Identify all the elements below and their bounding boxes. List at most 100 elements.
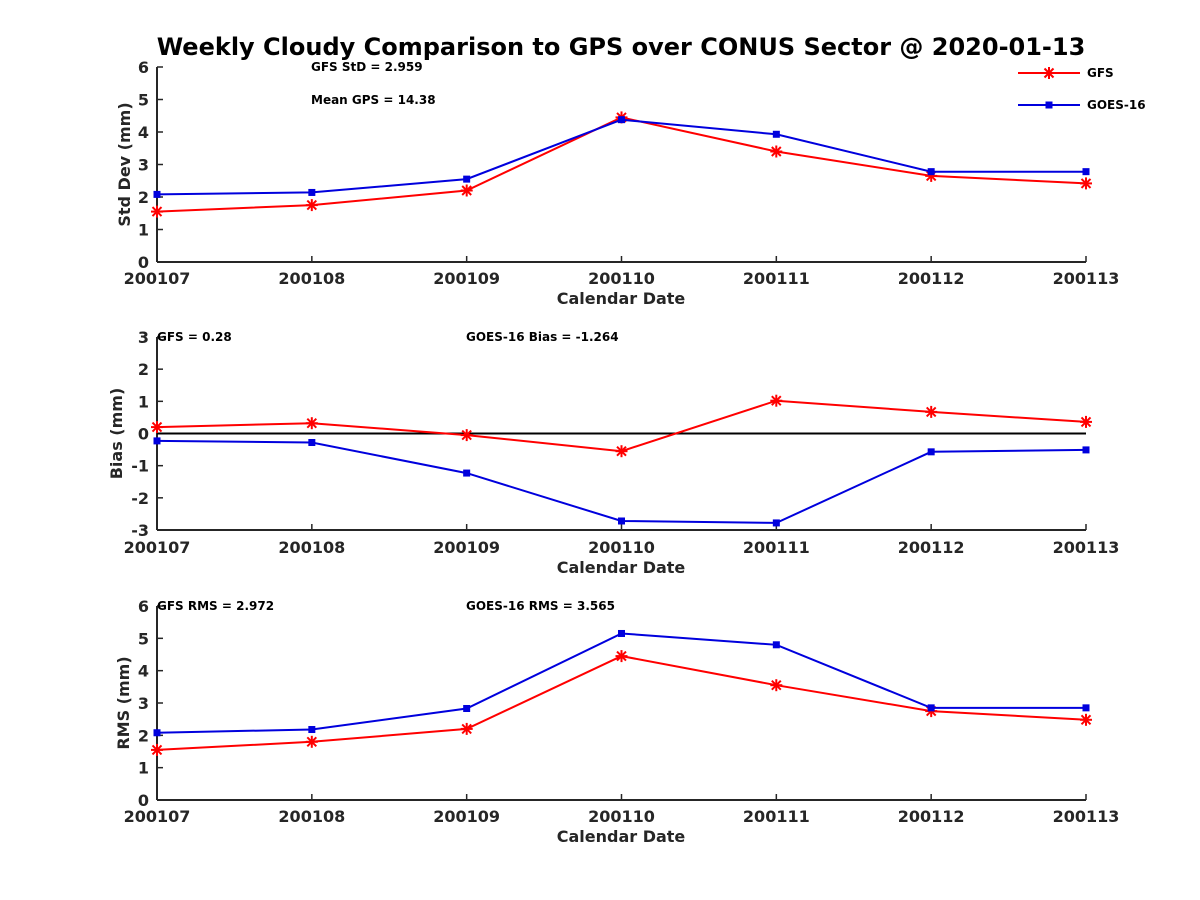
std-y-tick-label: 4 (138, 123, 149, 142)
std-goes-point (927, 168, 935, 176)
rms-x-tick-label: 200108 (278, 807, 345, 826)
std-goes-line (156, 118, 1086, 196)
rms-gfs-point (460, 722, 473, 735)
std-y-axis-label: Std Dev (mm) (115, 102, 134, 226)
bias-goes-point (1082, 446, 1090, 454)
std-y-tick-label: 6 (138, 58, 149, 77)
rms-annotation: GFS RMS = 2.972 (157, 599, 274, 613)
bias-x-axis-label: Calendar Date (557, 558, 686, 577)
rms-annotation: GOES-16 RMS = 3.565 (466, 599, 615, 613)
bias-goes-point (463, 469, 471, 477)
bias-gfs-point (1080, 415, 1092, 428)
bias-x-tick-label: 200107 (124, 538, 191, 557)
std-x-tick-label: 200113 (1053, 269, 1120, 288)
rms-gfs-line (156, 655, 1087, 751)
std-goes-point (618, 116, 625, 124)
std-x-tick-label: 200109 (433, 269, 500, 288)
std-goes-point (772, 130, 780, 138)
bias-annotation: GOES-16 Bias = -1.264 (466, 330, 619, 344)
rms-y-tick-label: 6 (138, 597, 149, 616)
std-gfs-point (460, 184, 473, 197)
rms-y-tick-label: 3 (138, 694, 149, 713)
bias-x-tick-label: 200112 (898, 538, 965, 557)
bias-y-tick-label: 0 (138, 425, 149, 444)
rms-x-tick-label: 200109 (433, 807, 500, 826)
rms-x-tick-label: 200113 (1053, 807, 1120, 826)
std-x-tick-label: 200107 (124, 269, 191, 288)
rms-x-tick-label: 200110 (588, 807, 655, 826)
legend: GFS GOES-16 (1018, 66, 1146, 112)
std-x-tick-label: 200111 (743, 269, 810, 288)
legend-goes-marker (1045, 101, 1053, 109)
rms-y-tick-label: 2 (138, 726, 149, 745)
rms-gfs-point (1080, 713, 1092, 726)
rms-x-tick-label: 200112 (898, 807, 965, 826)
bias-panel: -3 -2 -1 0 1 2 3 200107 200108 200109 200110 200111… (107, 328, 1119, 577)
bias-goes-point (618, 517, 625, 525)
bias-gfs-line (156, 399, 1087, 453)
bias-y-tick-label: 2 (138, 360, 149, 379)
rms-gfs-point (615, 650, 628, 663)
std-dev-panel: 0 1 2 3 4 5 6 200107 200108 200109 200110 200111 200… (115, 58, 1119, 308)
rms-goes-point (618, 629, 625, 637)
chart-title: Weekly Cloudy Comparison to GPS over CON… (157, 33, 1086, 61)
rms-goes-point (153, 729, 161, 737)
std-annotation: Mean GPS = 14.38 (311, 93, 436, 107)
rms-y-axis-label: RMS (mm) (114, 656, 133, 749)
bias-y-tick-label: 1 (138, 392, 149, 411)
std-y-tick-label: 0 (138, 253, 149, 272)
rms-goes-point (308, 726, 316, 734)
legend-gfs-label: GFS (1087, 66, 1114, 80)
std-gfs-point (151, 205, 163, 218)
bias-y-tick-label: -2 (131, 489, 149, 508)
std-y-tick-label: 3 (138, 156, 149, 175)
std-goes-point (463, 175, 471, 183)
rms-goes-line (156, 632, 1086, 734)
bias-gfs-point (151, 421, 163, 434)
std-gfs-point (770, 145, 783, 158)
std-x-tick-label: 200110 (588, 269, 655, 288)
rms-y-tick-label: 0 (138, 791, 149, 810)
bias-goes-point (308, 439, 316, 447)
bias-gfs-point (460, 429, 473, 442)
std-gfs-point (305, 199, 318, 212)
std-x-tick-label: 200108 (278, 269, 345, 288)
rms-gfs-point (770, 679, 783, 692)
std-goes-point (308, 188, 316, 196)
bias-x-tick-label: 200110 (588, 538, 655, 557)
rms-x-tick-label: 200107 (124, 807, 191, 826)
rms-panel: 0 1 2 3 4 5 6 200107 200108 200109 200110 200111 200… (114, 597, 1119, 846)
std-goes-point (153, 190, 161, 198)
bias-goes-point (153, 437, 161, 445)
std-y-tick-label: 5 (138, 91, 149, 110)
std-y-tick-label: 2 (138, 188, 149, 207)
bias-y-tick-label: 3 (138, 328, 149, 347)
bias-annotation: GFS = 0.28 (157, 330, 232, 344)
bias-gfs-point (305, 417, 318, 430)
rms-goes-point (463, 704, 471, 712)
rms-goes-point (772, 641, 780, 649)
rms-y-tick-label: 1 (138, 759, 149, 778)
rms-y-tick-label: 5 (138, 629, 149, 648)
bias-gfs-point (925, 405, 938, 418)
rms-x-axis-label: Calendar Date (557, 827, 686, 846)
std-gfs-point (1080, 177, 1092, 190)
bias-x-tick-label: 200109 (433, 538, 500, 557)
std-x-tick-label: 200112 (898, 269, 965, 288)
std-goes-point (1082, 168, 1090, 176)
bias-y-tick-label: -3 (131, 521, 149, 540)
std-annotation: GFS StD = 2.959 (311, 60, 423, 74)
bias-goes-point (772, 519, 780, 527)
rms-goes-point (927, 704, 935, 712)
rms-gfs-point (305, 735, 318, 748)
bias-x-tick-label: 200108 (278, 538, 345, 557)
bias-y-axis-label: Bias (mm) (107, 388, 126, 480)
rms-gfs-point (151, 743, 163, 756)
std-gfs-line (156, 116, 1087, 213)
bias-gfs-point (770, 394, 783, 407)
bias-gfs-point (615, 445, 628, 458)
legend-gfs-marker (1043, 67, 1055, 79)
rms-goes-point (1082, 704, 1090, 712)
bias-goes-point (927, 448, 935, 456)
